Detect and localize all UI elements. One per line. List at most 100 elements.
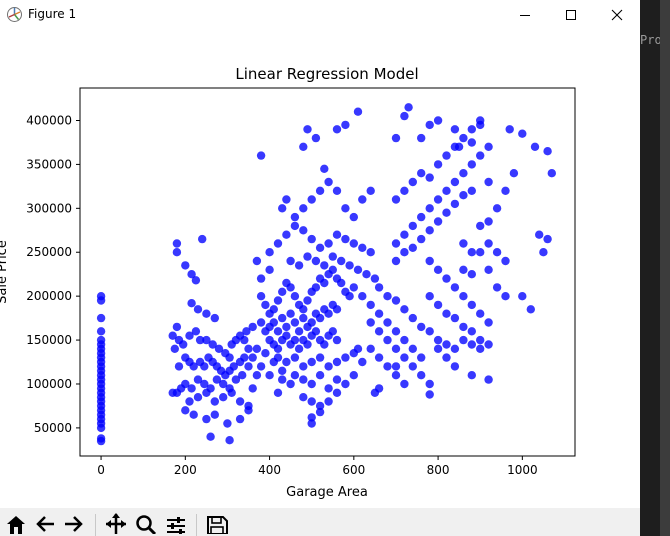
data-point	[172, 248, 182, 257]
data-point	[286, 309, 295, 318]
data-point	[417, 133, 426, 143]
data-point	[248, 353, 257, 362]
save-button[interactable]	[205, 512, 229, 536]
scatter-points	[96, 103, 556, 446]
data-point	[391, 239, 401, 248]
data-point	[265, 248, 274, 257]
figure-canvas[interactable]: Linear Regression Model 0 200 400 600 800 100…	[0, 30, 640, 508]
data-point	[328, 327, 337, 336]
data-point	[252, 256, 262, 266]
y-tick-label: 350000	[26, 157, 72, 171]
home-button[interactable]	[4, 512, 28, 536]
data-point	[374, 353, 384, 362]
data-point	[315, 371, 325, 380]
data-point	[341, 234, 350, 244]
back-button[interactable]	[33, 512, 57, 536]
data-point	[225, 353, 234, 362]
close-button[interactable]	[594, 0, 640, 30]
data-point	[362, 270, 371, 279]
data-point	[187, 270, 196, 279]
window-title: Figure 1	[28, 7, 77, 21]
data-point	[454, 142, 464, 151]
data-point	[320, 261, 329, 270]
data-point	[219, 393, 228, 402]
data-point	[400, 379, 409, 389]
x-tick-label: 600	[342, 463, 365, 477]
data-point	[459, 191, 468, 200]
x-tick-label: 800	[427, 463, 450, 477]
data-point	[273, 388, 283, 397]
pan-button[interactable]	[104, 512, 128, 536]
data-point	[433, 160, 443, 169]
y-tick-label: 50000	[34, 421, 72, 435]
data-point	[467, 248, 476, 257]
background-scrollbar	[660, 0, 670, 536]
data-point	[341, 353, 350, 362]
data-point	[303, 252, 312, 261]
data-point	[450, 283, 460, 292]
data-point	[315, 401, 325, 411]
data-point	[501, 292, 510, 301]
background-editor-panel: Proj	[640, 0, 670, 536]
data-point	[459, 265, 468, 274]
data-point	[328, 265, 337, 274]
data-point	[303, 296, 312, 305]
configure-button[interactable]	[164, 512, 188, 536]
data-point	[450, 199, 460, 209]
data-point	[202, 335, 211, 345]
data-point	[383, 335, 392, 345]
data-point	[210, 313, 219, 323]
minimize-button[interactable]	[502, 0, 548, 30]
data-point	[400, 230, 409, 239]
forward-button[interactable]	[62, 512, 86, 536]
y-tick-label: 250000	[26, 245, 72, 259]
data-point	[299, 142, 308, 151]
data-point	[408, 243, 417, 252]
data-point	[518, 292, 527, 301]
data-point	[282, 195, 291, 204]
data-point	[425, 226, 434, 235]
data-point	[294, 344, 304, 353]
maximize-icon	[566, 10, 576, 20]
data-point	[459, 133, 468, 143]
maximize-button[interactable]	[548, 0, 594, 30]
data-point	[425, 327, 434, 336]
title-bar[interactable]: Figure 1	[0, 0, 640, 30]
data-point	[332, 357, 342, 367]
data-point	[307, 397, 316, 406]
data-point	[349, 212, 358, 222]
data-point	[374, 327, 384, 336]
data-point	[332, 375, 342, 384]
data-point	[324, 309, 333, 318]
data-point	[408, 221, 417, 231]
data-point	[286, 379, 295, 389]
data-point	[193, 393, 203, 402]
data-point	[492, 204, 502, 213]
data-point	[299, 313, 308, 323]
data-point	[290, 292, 300, 301]
data-point	[425, 204, 434, 213]
data-point	[235, 414, 245, 424]
data-point	[476, 116, 485, 125]
data-point	[442, 151, 451, 160]
zoom-button[interactable]	[134, 512, 158, 536]
x-axis-ticks: 0 200 400 600 800 1000	[97, 456, 538, 477]
data-point	[450, 344, 460, 353]
data-point	[501, 256, 510, 266]
data-point	[408, 362, 417, 371]
data-point	[425, 390, 434, 399]
data-point	[176, 384, 186, 393]
data-point	[299, 204, 308, 213]
data-point	[476, 344, 485, 353]
data-point	[315, 243, 325, 252]
data-point	[400, 305, 409, 314]
data-point	[244, 406, 253, 415]
data-point	[307, 419, 316, 428]
data-point	[193, 375, 203, 384]
data-point	[358, 195, 367, 204]
data-point	[265, 265, 274, 274]
data-point	[450, 313, 460, 323]
data-point	[358, 292, 367, 301]
data-point	[492, 283, 502, 292]
data-point	[278, 287, 287, 296]
